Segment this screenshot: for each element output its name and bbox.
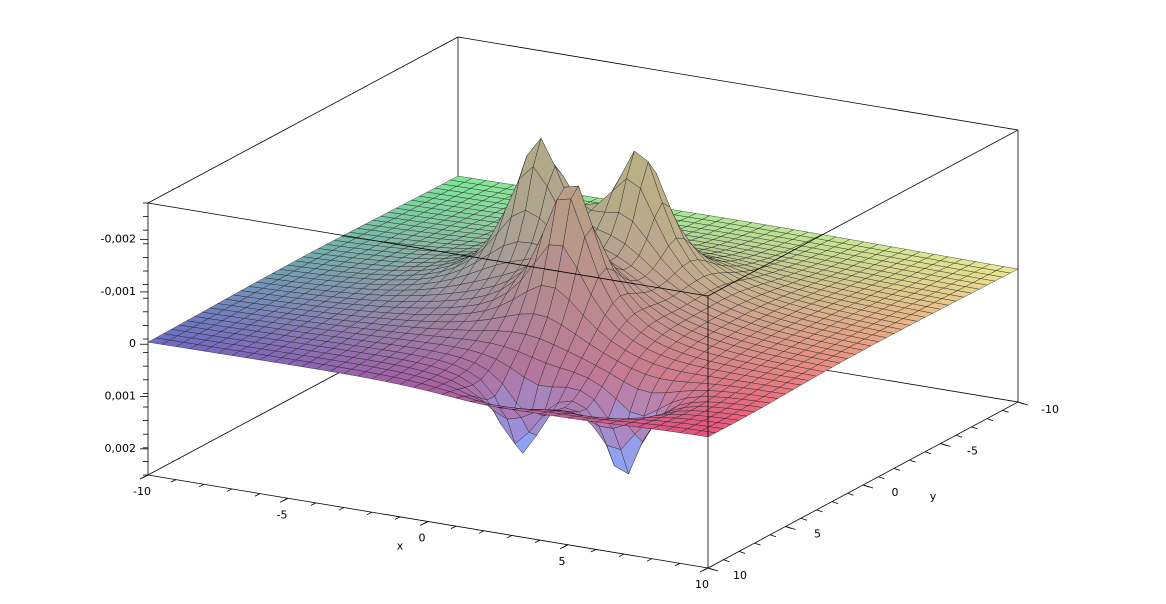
x-axis-label: x <box>397 540 404 553</box>
x-minor-tick <box>702 567 709 571</box>
x-minor-tick <box>478 530 485 534</box>
z-tick-label: 0,002 <box>105 442 137 455</box>
x-minor-tick <box>506 535 513 539</box>
x-tick-label: 5 <box>559 555 566 568</box>
box-front: -10 -5 0 5 10 -10 -5 0 5 10 -0,002 -0,001 0 0,001 0,00… <box>101 36 1059 591</box>
x-minor-tick <box>254 493 261 497</box>
x-minor-tick <box>226 488 233 492</box>
y-minor-tick <box>1002 409 1009 413</box>
y-minor-tick <box>878 476 885 480</box>
x-minor-tick <box>646 558 653 562</box>
y-axis-label: y <box>930 490 937 503</box>
y-minor-tick <box>831 501 839 504</box>
y-minor-tick <box>893 468 901 471</box>
box-edge <box>147 36 459 204</box>
x-minor-tick <box>310 502 317 506</box>
x-minor-tick <box>282 497 289 502</box>
x-minor-tick <box>562 544 569 548</box>
y-tick-label: 0 <box>892 486 899 499</box>
x-tick-label: -5 <box>277 508 288 521</box>
y-minor-tick <box>754 542 761 546</box>
y-minor-tick <box>785 526 792 529</box>
y-tick-label: 5 <box>814 528 821 541</box>
x-minor-tick <box>394 516 401 520</box>
x-minor-tick <box>198 483 205 488</box>
y-minor-tick <box>707 567 715 571</box>
x-tick-label: 0 <box>419 532 426 545</box>
x-minor-tick <box>338 507 345 511</box>
box-edge <box>707 129 1019 297</box>
y-minor-tick <box>909 459 916 463</box>
z-tick-label: -0,002 <box>101 233 136 246</box>
x-minor-tick <box>142 474 149 478</box>
y-minor-tick <box>940 443 947 446</box>
z-tick-label: 0 <box>129 337 136 350</box>
y-tick-label: -5 <box>967 445 978 458</box>
y-minor-tick <box>971 426 978 430</box>
y-minor-tick <box>955 434 963 438</box>
x-minor-tick <box>590 549 597 553</box>
x-tick-label: 10 <box>695 578 709 591</box>
y-minor-tick <box>986 418 994 421</box>
z-tick-label: -0,001 <box>101 285 136 298</box>
x-minor-tick <box>618 553 625 557</box>
x-minor-tick <box>366 511 373 516</box>
box-edge <box>147 202 709 297</box>
z-tick-label: 0,001 <box>105 390 137 403</box>
y-minor-tick <box>723 559 730 563</box>
x-minor-tick <box>674 562 681 567</box>
y-minor-tick <box>800 517 808 521</box>
x-minor-tick <box>450 525 457 530</box>
y-minor-tick <box>924 451 932 455</box>
y-minor-tick <box>769 534 777 538</box>
y-tick-label: -10 <box>1041 403 1059 416</box>
x-minor-tick <box>534 539 541 543</box>
y-minor-tick <box>816 509 823 513</box>
x-tick-label: -10 <box>133 485 151 498</box>
y-minor-tick <box>738 551 746 554</box>
y-minor-tick <box>847 492 854 496</box>
box-edge <box>457 36 1019 131</box>
y-minor-tick <box>862 484 870 488</box>
x-minor-tick <box>422 521 429 525</box>
surface <box>147 137 1019 475</box>
y-tick-label: 10 <box>733 569 747 582</box>
x-minor-tick <box>170 479 177 483</box>
y-minor-tick <box>1017 401 1025 405</box>
